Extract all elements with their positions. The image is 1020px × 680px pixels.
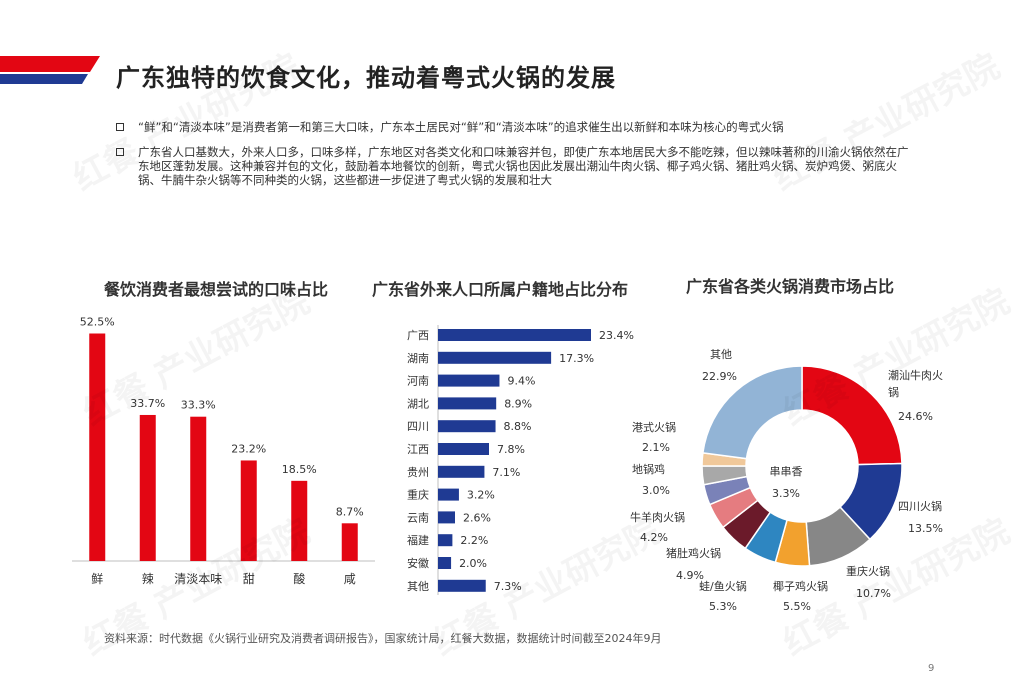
category-tick-label: 清淡本味 [174,572,222,586]
title-accent-bar [0,56,100,84]
data-label: 18.5% [282,463,317,476]
data-label: 3.2% [467,489,495,502]
slice-label: 串串香 [770,465,803,478]
data-label: 23.2% [231,442,266,455]
category-tick-label: 咸 [344,572,356,586]
category-tick-label: 酸 [293,571,305,586]
category-tick-label: 贵州 [407,466,429,479]
bar [438,351,552,364]
bar [438,488,459,501]
category-tick-label: 重庆 [407,488,429,502]
chart-title-migrants: 广东省外来人口所属户籍地占比分布 [372,280,629,299]
data-label: 33.3% [181,399,216,412]
category-tick-label: 河南 [407,375,429,388]
slice-value-label: 5.3% [709,600,737,613]
data-label: 8.8% [504,420,532,433]
category-tick-label: 江西 [407,443,429,456]
data-label: 8.7% [336,505,364,518]
bar [438,443,489,455]
bullet-text: 广东省人口基数大，外来人口多，口味多样，广东地区对各类文化和口味兼容并包，即使广… [138,145,909,187]
category-tick-label: 甜 [243,572,255,586]
slice-label: 港式火锅 [632,421,676,434]
bar [438,329,591,341]
category-tick-label: 四川 [407,420,429,433]
donut-slice [702,365,803,460]
data-label: 7.3% [494,580,522,593]
page-number: 9 [928,663,935,674]
bullet-square-icon [116,148,124,156]
category-tick-label: 鲜 [91,572,103,586]
bullet-list: “鲜”和“清淡本味”是消费者第一和第三大口味，广东本土居民对“鲜”和“清淡本味”… [116,120,916,198]
slice-label: 其他 [710,348,732,361]
slice-value-label: 4.9% [676,569,704,582]
bar [438,534,453,547]
slice-value-label: 24.6% [898,410,933,423]
slice-value-label: 22.9% [702,370,737,383]
data-label: 7.8% [497,443,525,456]
bullet-item: 广东省人口基数大，外来人口多，口味多样，广东地区对各类文化和口味兼容并包，即使广… [116,145,916,187]
bar [438,420,496,433]
data-label: 23.4% [599,329,634,342]
slice-label: 蛙/鱼火锅 [699,579,747,593]
bar [341,523,358,561]
slice-label: 潮汕牛肉火 [888,368,943,382]
data-label: 8.9% [504,397,532,410]
slice-label: 椰子鸡火锅 [773,579,828,593]
donut-slice [801,365,903,466]
page-title: 广东独特的饮食文化，推动着粤式火锅的发展 [116,64,616,92]
chart-title-taste: 餐饮消费者最想尝试的口味占比 [104,280,329,299]
bar [240,460,257,561]
data-label: 2.2% [460,534,488,547]
slice-value-label: 13.5% [908,522,943,535]
data-label: 33.7% [130,397,165,410]
data-label: 9.4% [507,375,535,388]
chart-title-hotpot: 广东省各类火锅消费市场占比 [686,277,895,296]
bar [438,374,500,387]
data-label: 7.1% [492,466,520,479]
slice-label: 重庆火锅 [846,564,890,578]
slice-label: 牛羊肉火锅 [630,510,685,524]
slice-value-label: 3.3% [772,487,800,500]
category-tick-label: 安徽 [407,556,429,570]
slice-value-label: 3.0% [642,484,670,497]
slice-value-label: 10.7% [856,587,891,600]
slice-label: 地锅鸡 [632,462,665,476]
bar [438,557,452,569]
slice-label: 锅 [888,386,899,399]
bar [438,397,497,410]
bullet-square-icon [116,123,124,131]
category-tick-label: 云南 [407,511,429,524]
slice-value-label: 5.5% [783,600,811,613]
category-tick-label: 辣 [142,572,154,586]
data-label: 52.5% [80,316,115,329]
slice-value-label: 2.1% [642,441,670,454]
category-tick-label: 广西 [407,329,429,342]
bar [139,414,156,561]
slice-value-label: 4.2% [640,531,668,544]
category-tick-label: 福建 [407,533,429,547]
bar [291,480,308,561]
category-tick-label: 湖南 [407,352,429,365]
slice-label: 四川火锅 [898,500,942,513]
source-note: 资料来源：时代数据《火锅行业研究及消费者调研报告》，国家统计局，红餐大数据，数据… [104,632,662,645]
bar [89,333,106,561]
data-label: 17.3% [559,352,594,365]
bullet-text: “鲜”和“清淡本味”是消费者第一和第三大口味，广东本土居民对“鲜”和“清淡本味”… [138,120,784,134]
bar [438,511,455,524]
data-label: 2.6% [463,511,491,524]
category-tick-label: 其他 [407,580,429,593]
bar [190,416,207,561]
bar [438,465,485,478]
bar [438,579,486,592]
category-tick-label: 湖北 [407,397,429,410]
bullet-item: “鲜”和“清淡本味”是消费者第一和第三大口味，广东本土居民对“鲜”和“清淡本味”… [116,120,916,134]
data-label: 2.0% [459,557,487,570]
slice-label: 猪肚鸡火锅 [666,546,721,560]
